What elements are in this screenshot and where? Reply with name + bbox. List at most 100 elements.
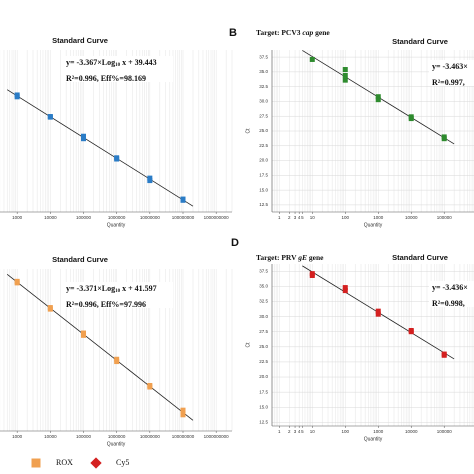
y-axis-label: Ct [245, 128, 251, 134]
target-part: Target: PRV [256, 253, 298, 262]
point [81, 136, 87, 142]
x-tick-label: 4 [298, 429, 301, 434]
x-tick-label: 100000000 [172, 215, 195, 220]
equation-part: y= -3.463× [432, 62, 468, 71]
x-tick-label: 10000 [44, 434, 57, 439]
point [342, 77, 348, 83]
x-tick-label: 1 [278, 215, 281, 220]
equation-part: y= -3.371×Log [66, 284, 115, 293]
point [14, 94, 20, 100]
x-tick-label: 10000000 [140, 215, 161, 220]
fit-line [6, 89, 194, 207]
y-tick-label: 27.5 [259, 329, 268, 334]
panel [271, 50, 474, 212]
x-tick-label: 2 [288, 429, 291, 434]
y-tick-label: 25.0 [259, 344, 268, 349]
point [47, 306, 53, 312]
legend-label: ROX [56, 458, 73, 467]
point [309, 56, 315, 62]
r-squared: R²=0.996, Eff%=97.996 [66, 300, 146, 309]
y-tick-label: 12.5 [259, 202, 268, 207]
x-tick-label: 1000 [12, 215, 23, 220]
x-tick-label: 10000 [405, 215, 418, 220]
chart-title: Standard Curve [52, 255, 108, 264]
target-part: Target: PCV3 [256, 28, 302, 37]
y-tick-label: 15.0 [259, 187, 268, 192]
x-tick-label: 100000 [437, 429, 453, 434]
chart-title: Standard Curve [52, 36, 108, 45]
x-tick-label: 1000 [373, 429, 384, 434]
chart-title: Standard Curve [392, 37, 448, 46]
x-axis-label: Quantity [107, 222, 126, 228]
point [408, 329, 414, 335]
x-axis-label: Quantity [107, 441, 126, 447]
equation: y= -3.367×Log10 x + 39.443 [66, 58, 157, 68]
point [375, 311, 381, 317]
point [342, 67, 348, 73]
y-tick-label: 27.5 [259, 113, 268, 118]
point [180, 407, 186, 413]
equation-box [63, 56, 173, 82]
point [114, 359, 120, 365]
x-tick-label: 1 [278, 429, 281, 434]
equation-part: x + 41.597 [120, 284, 157, 293]
y-tick-label: 35.0 [259, 284, 268, 289]
x-tick-label: 1000 [12, 434, 23, 439]
point [81, 332, 87, 338]
panel [0, 50, 233, 212]
panel-label: D [231, 237, 239, 249]
equation: y= -3.436× [432, 283, 468, 292]
legend-marker [90, 457, 102, 469]
x-tick-label: 100000 [76, 434, 92, 439]
equation-part: x + 39.443 [120, 58, 157, 67]
x-tick-label: 4 [298, 215, 301, 220]
x-tick-label: 100000 [76, 215, 92, 220]
x-axis-label: Quantity [364, 436, 383, 442]
y-tick-label: 22.5 [259, 143, 268, 148]
target: Target: PRV gE gene [256, 253, 324, 262]
y-tick-label: 32.5 [259, 299, 268, 304]
y-tick-label: 32.5 [259, 84, 268, 89]
point [47, 114, 53, 120]
point [375, 308, 381, 314]
y-tick-label: 37.5 [259, 54, 268, 59]
point [441, 352, 447, 358]
point [342, 72, 348, 78]
x-tick-label: 10000 [405, 429, 418, 434]
equation-part: 10 [115, 63, 121, 68]
y-tick-label: 30.0 [259, 314, 268, 319]
equation-part: y= -3.367×Log [66, 58, 115, 67]
x-tick-label: 10 [310, 215, 316, 220]
panel [0, 269, 233, 431]
x-tick-label: 5 [301, 215, 304, 220]
legend-marker [31, 458, 41, 468]
x-tick-label: 1000000 [108, 434, 126, 439]
point [14, 280, 20, 286]
legend-label: Cy5 [116, 458, 129, 467]
equation-part: y= -3.436× [432, 283, 468, 292]
y-tick-label: 17.5 [259, 173, 268, 178]
r-squared: R²=0.997, [432, 78, 465, 87]
x-tick-label: 10000000 [140, 434, 161, 439]
y-axis-label: Ct [245, 342, 251, 348]
x-axis-label: Quantity [364, 222, 383, 228]
y-tick-label: 17.5 [259, 389, 268, 394]
x-tick-label: 100 [342, 215, 350, 220]
x-tick-label: 100000 [437, 215, 453, 220]
point [342, 288, 348, 294]
x-tick-label: 3 [294, 215, 297, 220]
point [375, 97, 381, 103]
y-tick-label: 22.5 [259, 359, 268, 364]
point [180, 412, 186, 418]
y-tick-label: 20.0 [259, 158, 268, 163]
point [180, 197, 186, 203]
equation-box [429, 281, 474, 307]
y-tick-label: 30.0 [259, 99, 268, 104]
y-tick-label: 25.0 [259, 128, 268, 133]
x-tick-label: 2 [288, 215, 291, 220]
x-tick-label: 1000 [373, 215, 384, 220]
point [114, 156, 120, 162]
target: Target: PCV3 cap gene [256, 28, 330, 37]
x-tick-label: 100 [342, 429, 350, 434]
